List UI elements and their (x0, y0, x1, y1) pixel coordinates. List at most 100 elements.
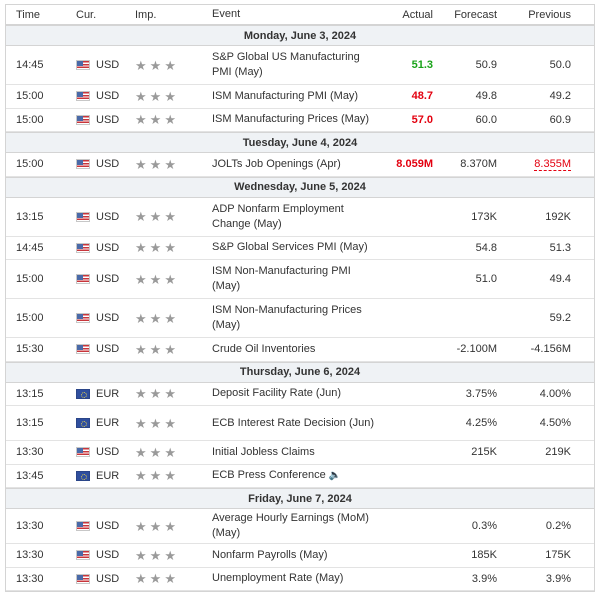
col-event-header[interactable]: Event (212, 8, 241, 20)
eu-flag-icon (76, 388, 90, 399)
event-name-text: Crude Oil Inventories (212, 342, 316, 355)
importance-stars: ★ ★ ★ (128, 273, 210, 286)
star-icon: ★ (164, 240, 176, 256)
event-previous: 8.355M (497, 158, 571, 172)
star-icon: ★ (135, 571, 147, 587)
star-icon: ★ (135, 240, 147, 256)
event-forecast: 60.0 (475, 113, 497, 126)
star-icon: ★ (164, 271, 176, 287)
table-row[interactable]: 13:15 USD ★ ★ ★ ADP Nonfarm Employment Change… (6, 198, 594, 237)
event-name-text: ISM Manufacturing PMI (May) (212, 89, 359, 102)
event-name[interactable]: ECB Interest Rate Decision (Jun) (210, 416, 380, 431)
importance-stars: ★ ★ ★ (128, 59, 210, 72)
event-name-text: ADP Nonfarm Employment Change (May) (212, 202, 344, 230)
event-currency: USD (68, 242, 128, 254)
event-name[interactable]: ISM Non-Manufacturing PMI (May) (210, 264, 380, 294)
event-name[interactable]: ISM Non-Manufacturing Prices (May) (210, 303, 380, 333)
event-name-text: S&P Global US Manufacturing PMI (May) (212, 51, 360, 78)
event-time: 14:45 (16, 59, 44, 71)
event-name[interactable]: ISM Manufacturing PMI (May) (210, 89, 380, 104)
event-currency: USD (68, 343, 128, 355)
table-row[interactable]: 14:45 USD ★ ★ ★ S&P Global US Manufacturing P… (6, 46, 594, 85)
day-header-row: Thursday, June 6, 2024 (6, 361, 594, 383)
table-row[interactable]: 15:00 USD ★ ★ ★ ISM Manufacturing PMI (May) 48… (6, 85, 594, 109)
event-name[interactable]: Initial Jobless Claims (210, 445, 380, 460)
star-icon: ★ (149, 415, 162, 431)
col-currency-header[interactable]: Cur. (76, 8, 97, 21)
event-name[interactable]: JOLTs Job Openings (Apr) (210, 157, 380, 172)
col-actual-header[interactable]: Actual (402, 8, 433, 21)
star-icon: ★ (149, 547, 162, 563)
star-icon: ★ (149, 571, 162, 587)
event-previous: 59.2 (549, 312, 571, 324)
star-icon: ★ (135, 518, 147, 534)
event-name[interactable]: ECB Press Conference 🔈 (210, 468, 380, 483)
star-icon: ★ (135, 415, 147, 431)
event-forecast: 4.25% (465, 417, 497, 429)
event-name-text: Average Hourly Earnings (MoM) (May) (212, 512, 369, 539)
event-name[interactable]: Unemployment Rate (May) (210, 571, 380, 586)
currency-code: USD (96, 549, 120, 562)
table-row[interactable]: 13:30 USD ★ ★ ★ Average Hourly Earnings (MoM)… (6, 509, 594, 544)
event-currency: USD (68, 114, 128, 126)
event-name[interactable]: Crude Oil Inventories (210, 342, 380, 357)
star-icon: ★ (149, 468, 162, 484)
event-currency: USD (68, 446, 128, 458)
event-name[interactable]: S&P Global US Manufacturing PMI (May) (210, 50, 380, 80)
event-name[interactable]: Average Hourly Earnings (MoM) (May) (210, 511, 380, 541)
event-actual: 57.0 (411, 113, 433, 126)
event-previous: 3.9% (545, 572, 571, 585)
previous-revised-value[interactable]: 8.355M (534, 158, 571, 172)
eu-flag-icon (76, 418, 90, 428)
event-previous: 49.2 (549, 90, 571, 103)
star-icon: ★ (164, 341, 176, 357)
col-previous-header[interactable]: Previous (528, 8, 571, 21)
importance-stars: ★ ★ ★ (128, 343, 210, 356)
event-name[interactable]: S&P Global Services PMI (May) (210, 240, 380, 255)
table-row[interactable]: 13:45 EUR ★ ★ ★ ECB Press Conference 🔈 (6, 465, 594, 488)
event-currency: USD (68, 549, 128, 561)
col-time-header[interactable]: Time (16, 8, 41, 21)
importance-stars: ★ ★ ★ (128, 520, 210, 533)
event-currency: USD (68, 273, 128, 285)
star-icon: ★ (149, 156, 162, 172)
event-previous: -4.156M (530, 343, 571, 356)
event-currency: USD (68, 59, 128, 71)
day-header-row: Friday, June 7, 2024 (6, 488, 594, 509)
star-icon: ★ (135, 468, 147, 484)
event-currency: EUR (68, 470, 128, 482)
star-icon: ★ (135, 310, 147, 326)
table-row[interactable]: 15:00 USD ★ ★ ★ ISM Manufacturing Prices (May… (6, 109, 594, 132)
us-flag-icon (76, 344, 90, 355)
table-row[interactable]: 13:30 USD ★ ★ ★ Nonfarm Payrolls (May) 185K 175… (6, 544, 594, 568)
event-time: 15:00 (16, 158, 44, 171)
currency-code: EUR (96, 417, 120, 429)
star-icon: ★ (149, 341, 162, 357)
table-row[interactable]: 13:30 USD ★ ★ ★ Initial Jobless Claims 215K 219… (6, 441, 594, 465)
table-row[interactable]: 13:30 USD ★ ★ ★ Unemployment Rate (May) 3.9% 3.… (6, 568, 594, 591)
event-name[interactable]: ISM Manufacturing Prices (May) (210, 112, 380, 127)
us-flag-icon (76, 60, 90, 70)
table-row[interactable]: 13:15 EUR ★ ★ ★ Deposit Facility Rate (Jun) 3.… (6, 383, 594, 406)
star-icon: ★ (149, 209, 162, 224)
table-row[interactable]: 15:00 USD ★ ★ ★ ISM Non-Manufacturing PMI (Ma… (6, 260, 594, 299)
currency-code: USD (96, 113, 120, 126)
table-row[interactable]: 15:00 USD ★ ★ ★ ISM Non-Manufacturing Prices … (6, 299, 594, 338)
table-row[interactable]: 15:30 USD ★ ★ ★ Crude Oil Inventories -2.100M -… (6, 338, 594, 362)
event-time: 15:00 (16, 273, 44, 285)
event-time: 15:00 (16, 90, 44, 103)
table-row[interactable]: 14:45 USD ★ ★ ★ S&P Global Services PMI (May)… (6, 237, 594, 260)
importance-stars: ★ ★ ★ (128, 210, 210, 223)
table-row[interactable]: 13:15 EUR ★ ★ ★ ECB Interest Rate Decision (J… (6, 406, 594, 441)
col-importance-header[interactable]: Imp. (135, 8, 157, 21)
star-icon: ★ (149, 240, 162, 256)
event-name[interactable]: ADP Nonfarm Employment Change (May) (210, 202, 380, 232)
table-row[interactable]: 15:00 USD ★ ★ ★ JOLTs Job Openings (Apr) 8.059… (6, 153, 594, 177)
event-currency: USD (68, 573, 128, 585)
speaker-icon[interactable]: 🔈 (328, 470, 342, 482)
event-name-text: ISM Non-Manufacturing PMI (May) (212, 265, 351, 292)
event-forecast: 185K (471, 549, 497, 562)
event-name[interactable]: Nonfarm Payrolls (May) (210, 548, 380, 563)
col-forecast-header[interactable]: Forecast (454, 8, 497, 21)
event-name[interactable]: Deposit Facility Rate (Jun) (210, 386, 380, 401)
